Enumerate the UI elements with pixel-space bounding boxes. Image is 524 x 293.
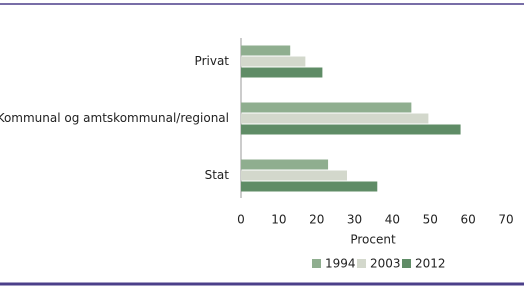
y-tick-label: Privat <box>195 54 230 68</box>
y-tick-label: Kommunal og amtskommunal/regional <box>0 111 229 125</box>
bar <box>241 181 378 192</box>
bar <box>241 102 412 113</box>
x-tick-label: 50 <box>423 213 438 227</box>
x-tick-label: 0 <box>237 213 245 227</box>
x-tick-label: 10 <box>271 213 286 227</box>
bar <box>241 45 291 56</box>
x-tick-label: 40 <box>385 213 400 227</box>
legend-label: 1994 <box>325 257 356 271</box>
x-tick-label: 30 <box>347 213 362 227</box>
bar <box>241 67 323 78</box>
bar <box>241 113 429 124</box>
legend-label: 2012 <box>415 257 446 271</box>
legend-swatch <box>312 259 321 268</box>
bar <box>241 56 306 67</box>
x-axis-label: Procent <box>350 233 396 247</box>
bar <box>241 159 329 170</box>
legend-swatch <box>402 259 411 268</box>
legend-swatch <box>357 259 366 268</box>
bar <box>241 124 461 135</box>
x-tick-label: 20 <box>309 213 324 227</box>
x-tick-label: 60 <box>461 213 476 227</box>
y-tick-label: Stat <box>205 168 230 182</box>
bar <box>241 170 347 181</box>
x-tick-label: 70 <box>498 213 513 227</box>
legend-label: 2003 <box>370 257 401 271</box>
